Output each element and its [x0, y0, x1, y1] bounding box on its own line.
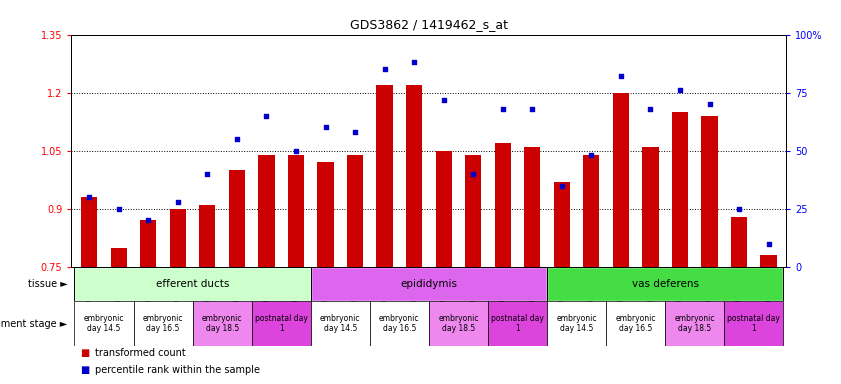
Text: embryonic
day 16.5: embryonic day 16.5: [379, 314, 420, 333]
Bar: [75, 301, 134, 346]
Point: [555, 182, 569, 189]
Bar: [701, 116, 717, 267]
Text: epididymis: epididymis: [400, 279, 458, 289]
Bar: [193, 301, 251, 346]
Text: vas deferens: vas deferens: [632, 279, 699, 289]
Point: [201, 171, 214, 177]
Point: [496, 106, 510, 112]
Text: GDS3862 / 1419462_s_at: GDS3862 / 1419462_s_at: [350, 18, 508, 31]
Bar: [406, 85, 422, 267]
Bar: [665, 301, 724, 346]
Bar: [760, 255, 777, 267]
Text: efferent ducts: efferent ducts: [156, 279, 230, 289]
Bar: [495, 143, 510, 267]
Text: postnatal day
1: postnatal day 1: [727, 314, 780, 333]
Text: embryonic
day 18.5: embryonic day 18.5: [438, 314, 479, 333]
Text: transformed count: transformed count: [95, 348, 186, 358]
Bar: [488, 301, 547, 346]
Point: [614, 73, 627, 79]
Point: [378, 66, 391, 73]
Point: [674, 87, 687, 93]
Bar: [170, 209, 186, 267]
Text: tissue ►: tissue ►: [28, 279, 67, 289]
Bar: [251, 301, 311, 346]
Text: postnatal day
1: postnatal day 1: [491, 314, 544, 333]
Bar: [111, 248, 127, 267]
Bar: [258, 155, 274, 267]
Bar: [547, 267, 783, 301]
Bar: [429, 301, 488, 346]
Bar: [606, 301, 665, 346]
Point: [230, 136, 244, 142]
Bar: [584, 155, 600, 267]
Bar: [524, 147, 541, 267]
Point: [526, 106, 539, 112]
Bar: [140, 220, 156, 267]
Bar: [547, 301, 606, 346]
Bar: [311, 267, 547, 301]
Bar: [370, 301, 429, 346]
Bar: [436, 151, 452, 267]
Text: ■: ■: [80, 348, 89, 358]
Point: [437, 96, 451, 103]
Bar: [75, 267, 311, 301]
Bar: [672, 112, 688, 267]
Text: embryonic
day 14.5: embryonic day 14.5: [84, 314, 124, 333]
Bar: [613, 93, 629, 267]
Bar: [465, 155, 481, 267]
Bar: [229, 170, 245, 267]
Bar: [731, 217, 747, 267]
Bar: [317, 162, 334, 267]
Text: embryonic
day 16.5: embryonic day 16.5: [616, 314, 656, 333]
Point: [141, 217, 155, 223]
Point: [643, 106, 657, 112]
Point: [112, 206, 125, 212]
Bar: [724, 301, 783, 346]
Point: [260, 113, 273, 119]
Bar: [81, 197, 98, 267]
Bar: [288, 155, 304, 267]
Point: [319, 124, 332, 131]
Point: [289, 147, 303, 154]
Point: [82, 194, 96, 200]
Text: embryonic
day 14.5: embryonic day 14.5: [557, 314, 597, 333]
Text: percentile rank within the sample: percentile rank within the sample: [95, 365, 260, 375]
Point: [584, 152, 598, 159]
Bar: [553, 182, 570, 267]
Text: postnatal day
1: postnatal day 1: [255, 314, 308, 333]
Point: [171, 199, 184, 205]
Bar: [199, 205, 215, 267]
Point: [407, 60, 420, 66]
Bar: [134, 301, 193, 346]
Point: [733, 206, 746, 212]
Point: [762, 240, 775, 247]
Text: embryonic
day 16.5: embryonic day 16.5: [143, 314, 183, 333]
Text: embryonic
day 18.5: embryonic day 18.5: [202, 314, 242, 333]
Point: [703, 101, 717, 107]
Bar: [377, 85, 393, 267]
Text: embryonic
day 18.5: embryonic day 18.5: [674, 314, 715, 333]
Point: [467, 171, 480, 177]
Bar: [347, 155, 363, 267]
Bar: [311, 301, 370, 346]
Text: development stage ►: development stage ►: [0, 318, 67, 329]
Text: ■: ■: [80, 365, 89, 375]
Point: [348, 129, 362, 135]
Bar: [643, 147, 659, 267]
Text: embryonic
day 14.5: embryonic day 14.5: [320, 314, 361, 333]
